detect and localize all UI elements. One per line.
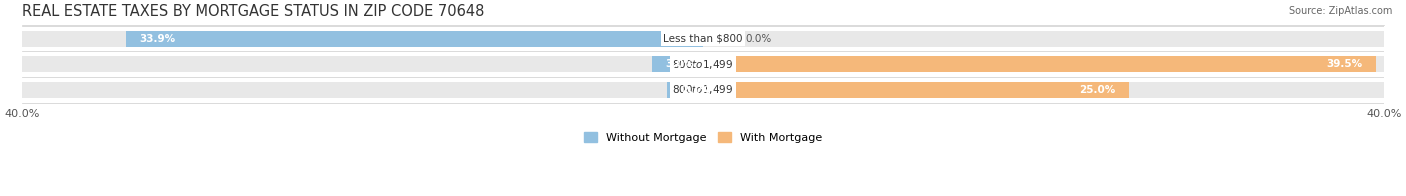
Text: REAL ESTATE TAXES BY MORTGAGE STATUS IN ZIP CODE 70648: REAL ESTATE TAXES BY MORTGAGE STATUS IN … [22, 4, 484, 19]
Bar [22, 56, 703, 72]
Text: 33.9%: 33.9% [139, 34, 176, 44]
Bar [703, 56, 1375, 72]
Bar [22, 31, 703, 46]
Bar [668, 82, 703, 98]
Legend: Without Mortgage, With Mortgage: Without Mortgage, With Mortgage [579, 128, 827, 147]
Text: 25.0%: 25.0% [1078, 85, 1115, 95]
Bar [703, 82, 1129, 98]
Bar [703, 31, 1384, 46]
Bar [703, 56, 1384, 72]
Text: $800 to $1,499: $800 to $1,499 [672, 58, 734, 71]
Text: Source: ZipAtlas.com: Source: ZipAtlas.com [1288, 6, 1392, 16]
Text: 0.0%: 0.0% [745, 34, 772, 44]
Text: $800 to $1,499: $800 to $1,499 [672, 83, 734, 96]
Text: 3.0%: 3.0% [665, 59, 695, 69]
Text: Less than $800: Less than $800 [664, 34, 742, 44]
Bar [125, 31, 703, 46]
Text: 2.1%: 2.1% [681, 85, 710, 95]
Bar [703, 82, 1384, 98]
Bar [652, 56, 703, 72]
Text: 39.5%: 39.5% [1326, 59, 1362, 69]
Bar [22, 82, 703, 98]
